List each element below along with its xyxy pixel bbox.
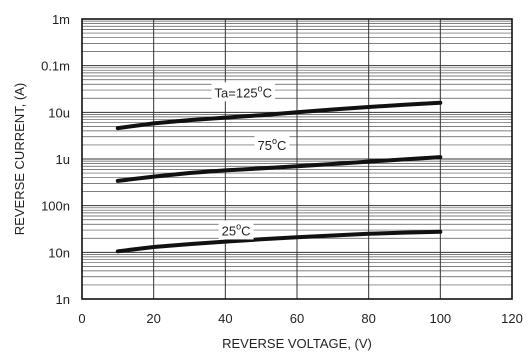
x-tick-label: 120: [501, 311, 523, 326]
x-tick-label: 80: [361, 311, 375, 326]
x-tick-label: 0: [78, 311, 85, 326]
y-tick-label: 0.1m: [41, 59, 70, 74]
x-tick-labels: 0 20 40 60 80 100 120: [78, 311, 522, 326]
y-tick-label: 1n: [56, 292, 70, 307]
series-label: 25oC: [222, 221, 251, 238]
series-line: [115, 229, 443, 254]
series-label-background: [254, 135, 290, 155]
series-line: [115, 100, 443, 131]
series-label: 75oC: [257, 136, 286, 153]
y-axis-title: REVERSE CURRENT, (A): [12, 83, 27, 235]
curves: [115, 100, 443, 254]
y-tick-label: 1m: [52, 12, 70, 27]
x-tick-label: 100: [429, 311, 451, 326]
x-axis-title: REVERSE VOLTAGE, (V): [222, 336, 372, 351]
y-tick-labels: 1n 10n 100n 1u 10u 0.1m 1m: [41, 12, 70, 307]
series-label-background: [218, 220, 254, 240]
y-tick-label: 10n: [48, 245, 70, 260]
grid: [82, 19, 512, 299]
x-tick-label: 40: [218, 311, 232, 326]
x-tick-label: 20: [146, 311, 160, 326]
y-tick-label: 10u: [48, 105, 70, 120]
series-label-background: [211, 82, 275, 102]
plot-frame: [81, 18, 513, 300]
series-line: [115, 155, 443, 183]
x-tick-label: 60: [290, 311, 304, 326]
y-tick-label: 100n: [41, 199, 70, 214]
series-label: Ta=125oC: [215, 83, 272, 100]
curve-labels: Ta=125oC 75oC 25oC: [211, 82, 290, 240]
y-tick-label: 1u: [56, 152, 70, 167]
